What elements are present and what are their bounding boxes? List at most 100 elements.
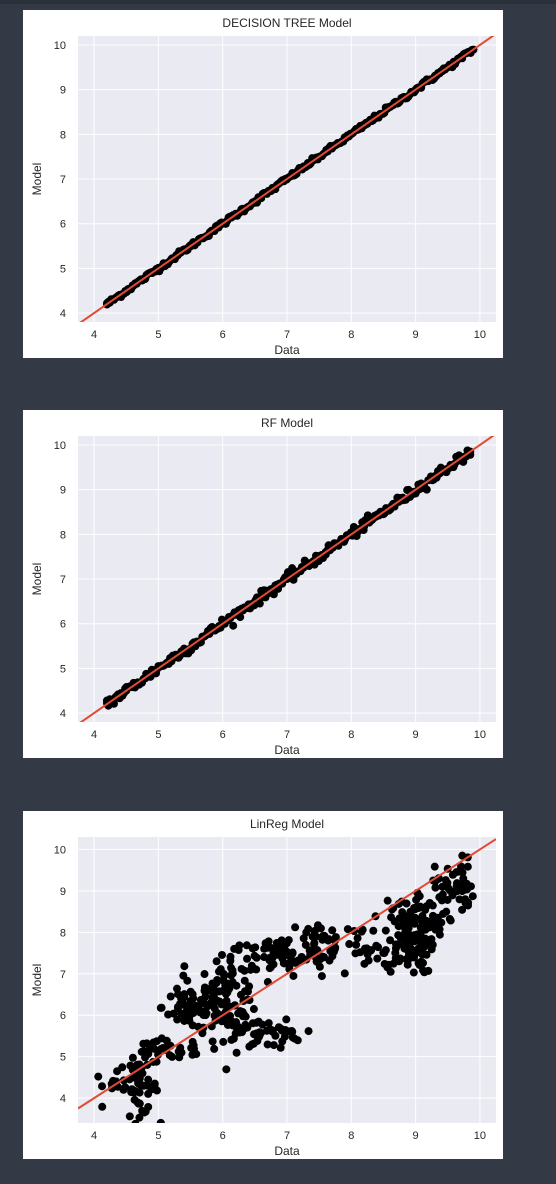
data-point	[409, 968, 418, 977]
data-point	[428, 901, 437, 910]
data-point	[219, 1037, 228, 1046]
data-point	[208, 1037, 217, 1046]
data-point	[310, 939, 319, 948]
data-point	[250, 951, 259, 960]
chart-linreg: 4 5 6 7 8 9 10 4 5 6 7 8 9 10 LinReg Model Data Model	[30, 817, 496, 1158]
data-point	[249, 1005, 258, 1014]
data-point	[431, 883, 440, 892]
data-point	[226, 956, 235, 965]
data-point	[229, 621, 238, 630]
data-point	[435, 893, 444, 902]
x-tick-label: 5	[155, 1130, 161, 1142]
data-point	[144, 1089, 153, 1098]
y-tick-label: 7	[60, 969, 66, 981]
y-tick-label: 10	[54, 440, 66, 452]
data-point	[282, 939, 291, 948]
data-point	[263, 1040, 272, 1049]
data-point	[133, 1098, 142, 1107]
data-point	[174, 1047, 183, 1056]
data-point	[318, 935, 327, 944]
y-tick-label: 7	[60, 174, 66, 186]
data-point	[144, 1075, 153, 1084]
data-point	[304, 1027, 313, 1036]
data-point	[386, 936, 395, 945]
data-point	[131, 1119, 140, 1123]
data-point	[448, 891, 457, 900]
data-point	[240, 976, 249, 985]
data-point	[424, 966, 433, 975]
data-point	[119, 1085, 128, 1094]
data-point	[255, 599, 264, 608]
data-point	[288, 948, 297, 957]
data-point	[213, 987, 222, 996]
data-point	[414, 959, 423, 968]
data-point	[98, 1102, 107, 1111]
x-tick-label: 10	[474, 329, 486, 341]
x-axis-label: Data	[274, 343, 300, 357]
y-tick-label: 8	[60, 529, 66, 541]
data-point	[417, 933, 426, 942]
data-point	[135, 1088, 144, 1097]
data-point	[156, 1118, 165, 1123]
data-point	[379, 948, 388, 957]
data-point	[468, 892, 477, 901]
data-point	[125, 1112, 134, 1121]
data-point	[461, 898, 470, 907]
x-tick-label: 9	[413, 329, 419, 341]
data-point	[166, 992, 175, 1001]
data-point	[241, 1012, 250, 1021]
data-point	[136, 1080, 145, 1089]
data-point	[159, 1043, 168, 1052]
data-point	[454, 867, 463, 876]
data-point	[141, 1053, 150, 1062]
data-point	[173, 1015, 182, 1024]
data-point	[394, 922, 403, 931]
chart-panel-linreg: 4 5 6 7 8 9 10 4 5 6 7 8 9 10 LinReg Model Data Model	[23, 811, 503, 1159]
data-point	[351, 949, 360, 958]
data-point	[380, 959, 389, 968]
data-point	[139, 1047, 148, 1056]
data-point	[241, 1020, 250, 1029]
data-point	[446, 916, 455, 925]
data-point	[270, 947, 279, 956]
reference-line	[78, 838, 496, 1110]
x-tick-label: 4	[91, 329, 97, 341]
data-point	[297, 952, 306, 961]
x-tick-label: 6	[220, 1130, 226, 1142]
x-tick-label: 9	[413, 1130, 419, 1142]
x-tick-label: 8	[348, 729, 354, 741]
y-tick-label: 9	[60, 485, 66, 497]
chart-title: DECISION TREE Model	[222, 16, 351, 30]
data-point	[329, 947, 338, 956]
chart-decision-tree: 4 5 6 7 8 9 10 4 5 6 7 8 9 10 DECISION TREE Model Data M…	[30, 16, 496, 357]
data-point	[237, 964, 246, 973]
top-bar	[0, 0, 556, 4]
x-tick-label: 4	[91, 1130, 97, 1142]
data-point	[248, 944, 257, 953]
data-point	[358, 925, 367, 934]
chart-title: LinReg Model	[250, 817, 324, 831]
data-point	[381, 926, 390, 935]
data-point	[360, 959, 369, 968]
data-point	[255, 1029, 264, 1038]
data-point	[430, 862, 439, 871]
y-tick-label: 4	[60, 1093, 66, 1105]
data-point	[345, 940, 354, 949]
data-point	[455, 895, 464, 904]
data-point	[289, 971, 298, 980]
y-tick-label: 10	[54, 40, 66, 52]
y-tick-label: 6	[60, 619, 66, 631]
data-point	[269, 1041, 278, 1050]
chart-panel-decision-tree: 4 5 6 7 8 9 10 4 5 6 7 8 9 10 DECISION TREE Model Data M…	[23, 10, 503, 358]
data-point	[243, 954, 252, 963]
data-point	[318, 952, 327, 961]
data-point	[439, 909, 448, 918]
data-point	[243, 987, 252, 996]
data-point	[217, 1000, 226, 1009]
data-point	[328, 926, 337, 935]
data-point	[401, 940, 410, 949]
x-tick-label: 5	[155, 729, 161, 741]
data-point	[218, 950, 227, 959]
data-point	[258, 1020, 267, 1029]
data-point	[288, 1027, 297, 1036]
